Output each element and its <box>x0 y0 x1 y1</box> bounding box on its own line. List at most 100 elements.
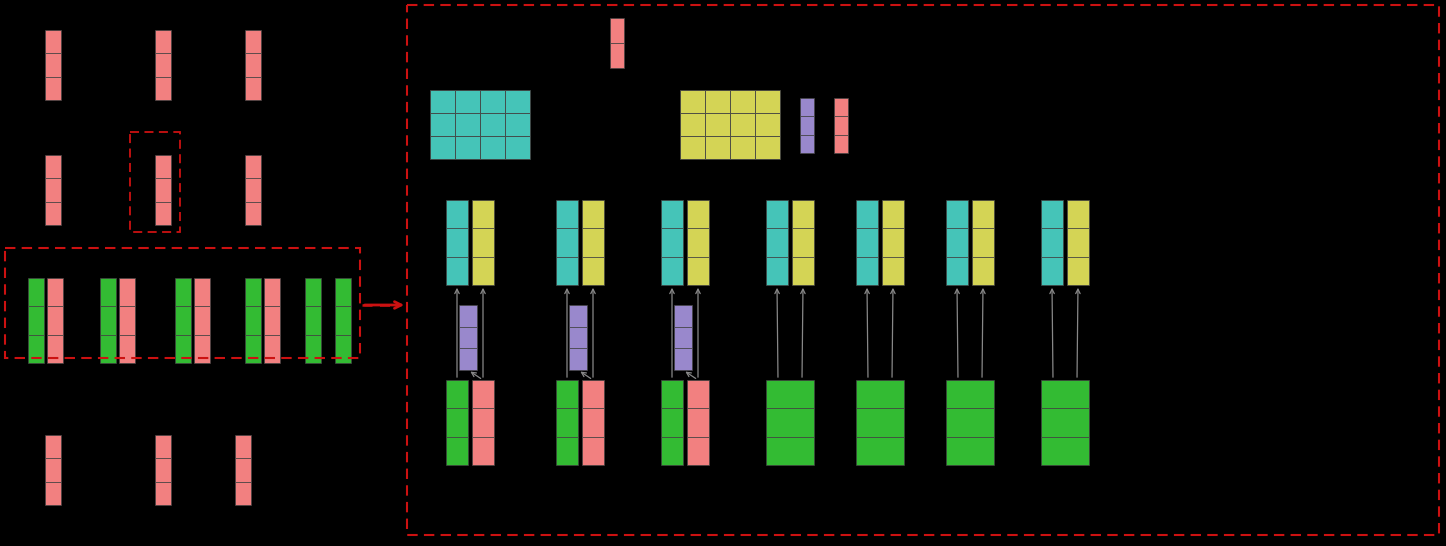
Bar <box>1041 200 1063 228</box>
Bar <box>610 43 625 68</box>
Bar <box>674 327 693 348</box>
Bar <box>680 113 706 136</box>
Bar <box>730 113 755 136</box>
Bar <box>471 380 495 408</box>
Bar <box>175 278 191 306</box>
Bar <box>155 155 171 179</box>
Bar <box>1041 228 1063 257</box>
Bar <box>972 200 993 228</box>
Bar <box>766 228 788 257</box>
Bar <box>800 116 814 135</box>
Bar <box>792 228 814 257</box>
Bar <box>834 98 847 116</box>
Bar <box>1041 257 1063 285</box>
Bar <box>458 305 477 327</box>
Bar <box>155 482 171 505</box>
Bar <box>455 113 480 136</box>
Bar <box>557 408 578 437</box>
Bar <box>45 54 61 76</box>
Bar <box>687 380 709 408</box>
Bar <box>568 327 587 348</box>
Bar <box>48 278 64 306</box>
Bar <box>856 200 878 228</box>
Bar <box>882 200 904 228</box>
Bar <box>856 380 904 408</box>
Bar <box>766 437 814 465</box>
Bar <box>445 437 469 465</box>
Bar <box>946 228 967 257</box>
Bar <box>155 30 171 54</box>
Bar <box>175 335 191 363</box>
Bar <box>471 228 495 257</box>
Bar <box>581 257 604 285</box>
Bar <box>674 348 693 370</box>
Bar <box>480 90 505 113</box>
Bar <box>480 136 505 159</box>
Bar <box>335 335 351 363</box>
Bar <box>244 155 260 179</box>
Bar <box>155 458 171 482</box>
Bar <box>155 54 171 76</box>
Bar <box>505 113 531 136</box>
Bar <box>581 437 604 465</box>
Bar <box>800 98 814 116</box>
Bar <box>800 135 814 153</box>
Bar <box>429 90 455 113</box>
Bar <box>445 408 469 437</box>
Bar <box>661 380 683 408</box>
Bar <box>882 257 904 285</box>
Bar <box>1041 380 1089 408</box>
Bar <box>429 113 455 136</box>
Bar <box>335 278 351 306</box>
Bar <box>557 200 578 228</box>
Bar <box>335 306 351 335</box>
Bar <box>471 408 495 437</box>
Bar <box>706 113 730 136</box>
Bar <box>244 54 260 76</box>
Bar <box>946 408 993 437</box>
Bar <box>687 257 709 285</box>
Bar <box>568 348 587 370</box>
Bar <box>856 257 878 285</box>
Bar <box>194 278 210 306</box>
Bar <box>661 408 683 437</box>
Bar <box>568 305 587 327</box>
Bar <box>27 335 43 363</box>
Bar <box>1041 408 1089 437</box>
Bar <box>244 278 260 306</box>
Bar <box>305 306 321 335</box>
Bar <box>119 335 134 363</box>
Bar <box>661 228 683 257</box>
Bar <box>471 257 495 285</box>
Bar <box>505 90 531 113</box>
Bar <box>730 136 755 159</box>
Bar <box>661 200 683 228</box>
Bar <box>45 179 61 201</box>
Bar <box>581 408 604 437</box>
Bar <box>155 201 171 225</box>
Bar <box>557 380 578 408</box>
Bar <box>236 458 252 482</box>
Bar <box>455 136 480 159</box>
Bar <box>406 5 1439 535</box>
Bar <box>130 132 179 232</box>
Bar <box>194 306 210 335</box>
Bar <box>445 257 469 285</box>
Bar <box>48 306 64 335</box>
Bar <box>687 228 709 257</box>
Bar <box>610 18 625 43</box>
Bar <box>45 155 61 179</box>
Bar <box>27 278 43 306</box>
Bar <box>755 113 779 136</box>
Bar <box>175 306 191 335</box>
Bar <box>244 76 260 100</box>
Bar <box>766 200 788 228</box>
Bar <box>455 90 480 113</box>
Bar <box>856 437 904 465</box>
Bar <box>471 200 495 228</box>
Bar <box>946 437 993 465</box>
Bar <box>27 306 43 335</box>
Bar <box>194 335 210 363</box>
Bar <box>100 335 116 363</box>
Bar <box>4 248 360 358</box>
